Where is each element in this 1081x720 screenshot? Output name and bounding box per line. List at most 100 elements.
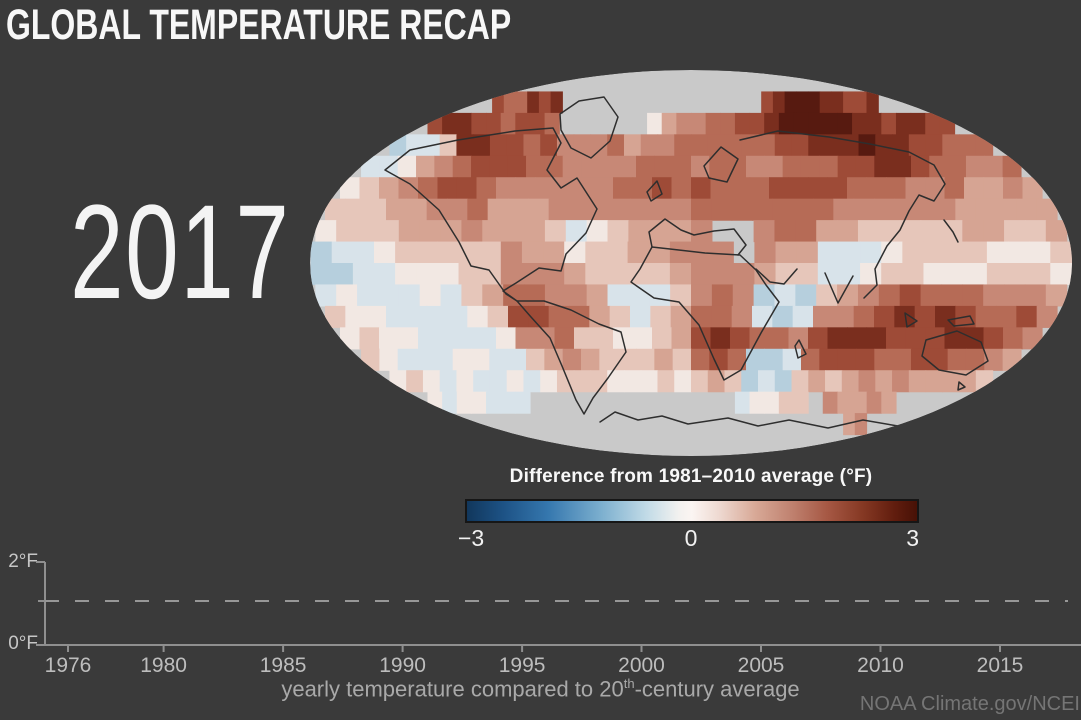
coast-new-guinea — [947, 315, 975, 327]
anomaly-cell — [489, 370, 508, 393]
anomaly-cell — [691, 112, 707, 135]
anomaly-cell — [833, 198, 855, 221]
coast-scandinavia — [703, 146, 739, 183]
anomaly-cell — [398, 177, 419, 200]
anomaly-cell — [965, 241, 988, 264]
anomaly-cell — [672, 155, 692, 178]
coast-greenland — [559, 96, 619, 159]
anomaly-cell — [373, 263, 396, 286]
anomaly-cell — [373, 241, 396, 264]
anomaly-cell — [473, 134, 491, 157]
anomaly-cell — [500, 391, 516, 414]
anomaly-cell — [795, 284, 817, 307]
anomaly-cell — [920, 220, 943, 243]
anomaly-cell — [772, 305, 794, 328]
anomaly-cell — [672, 348, 692, 371]
anomaly-cell — [503, 284, 525, 307]
anomaly-cell — [500, 112, 516, 135]
coast-uk — [646, 180, 663, 202]
anomaly-cell — [813, 198, 834, 221]
anomaly-cell — [892, 370, 910, 393]
anomaly-cell — [892, 134, 910, 157]
anomaly-cell — [724, 134, 742, 157]
anomaly-cell — [796, 91, 809, 114]
anomaly-cell — [1003, 327, 1024, 350]
anomaly-cell — [527, 91, 540, 114]
anomaly-cell — [543, 241, 565, 264]
anomaly-cell — [479, 241, 502, 264]
anomaly-cell — [671, 327, 692, 350]
anomaly-cell — [406, 134, 424, 157]
anomaly-cell — [585, 241, 608, 264]
anomaly-cell — [564, 241, 586, 264]
anomaly-cell — [925, 370, 943, 393]
anomaly-cell — [707, 134, 726, 157]
anomaly-cell — [769, 177, 790, 200]
anomaly-cell — [925, 134, 943, 157]
anomaly-cell — [902, 241, 925, 264]
anomaly-cell — [775, 263, 798, 286]
anomaly-cell — [456, 370, 474, 393]
anomaly-cell — [707, 370, 726, 393]
anomaly-cell — [606, 241, 629, 264]
anomaly-cell — [649, 284, 671, 307]
anomaly-cell — [935, 198, 956, 221]
colorbar-gradient — [465, 499, 919, 523]
anomaly-cell — [925, 112, 941, 135]
anomaly-cell — [778, 391, 795, 414]
anomaly-cell — [712, 263, 734, 286]
anomaly-cell — [983, 284, 1005, 307]
anomaly-cell — [543, 263, 565, 286]
anomaly-cell — [506, 134, 525, 157]
anomaly-cell — [630, 305, 651, 328]
anomaly-cell — [452, 348, 472, 371]
anomaly-cell — [745, 155, 765, 178]
page-title: GLOBAL TEMPERATURE RECAP — [6, 0, 512, 49]
anomaly-cell — [1022, 177, 1043, 200]
anomaly-cell — [774, 220, 796, 243]
anomaly-cell — [590, 370, 608, 393]
anomaly-cell — [730, 177, 751, 200]
anomaly-cell — [515, 391, 531, 414]
anomaly-cell — [947, 155, 967, 178]
anomaly-cell — [331, 241, 354, 264]
anomaly-cell — [858, 134, 876, 157]
anomaly-cell — [669, 241, 692, 264]
anomaly-cell — [825, 370, 843, 393]
anomaly-cell — [782, 348, 802, 371]
anomaly-cell — [544, 220, 567, 243]
anomaly-cell — [482, 220, 504, 243]
anomaly-cell — [855, 348, 875, 371]
anomaly-cell — [670, 198, 692, 221]
anomaly-cell — [800, 348, 820, 371]
anomaly-cell — [315, 220, 337, 243]
anomaly-cell — [923, 241, 946, 264]
anomaly-cell — [910, 155, 930, 178]
anomaly-cell — [565, 220, 588, 243]
anomaly-cell — [607, 134, 625, 157]
anomaly-cell — [819, 348, 839, 371]
anomaly-cell — [397, 348, 417, 371]
anomaly-cell — [324, 305, 346, 328]
anomaly-cell — [593, 177, 614, 200]
anomaly-cell — [758, 134, 776, 157]
anomaly-cell — [544, 112, 560, 135]
anomaly-cell — [711, 198, 733, 221]
anomaly-cell — [749, 327, 770, 350]
anomaly-cell — [878, 284, 901, 307]
anomaly-cell — [476, 177, 497, 200]
anomaly-cell — [361, 348, 380, 371]
anomaly-cell — [965, 348, 985, 371]
anomaly-cell — [650, 305, 672, 328]
anomaly-cell — [975, 370, 994, 393]
anomaly-cell — [569, 198, 590, 221]
anomaly-cell — [670, 220, 692, 243]
anomaly-cell — [942, 134, 960, 157]
anomaly-cell — [764, 391, 780, 414]
anomaly-cell — [1004, 220, 1026, 243]
anomaly-cell — [548, 198, 570, 221]
anomaly-cell — [324, 198, 346, 221]
anomaly-cell — [691, 305, 712, 328]
anomaly-cell — [854, 413, 868, 436]
anomaly-cell — [458, 241, 481, 264]
